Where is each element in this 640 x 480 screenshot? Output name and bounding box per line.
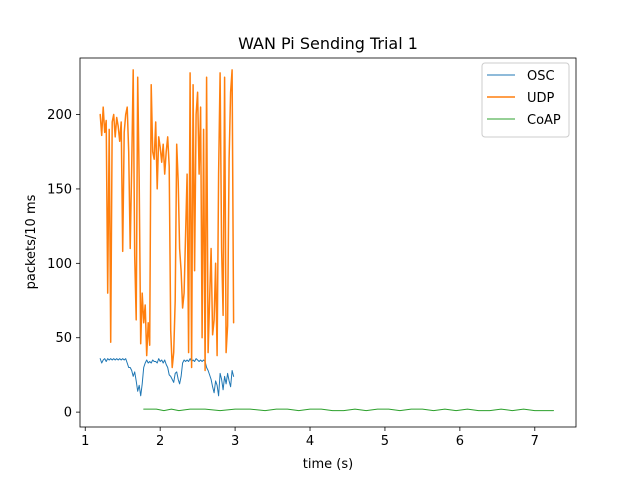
legend: OSC UDP CoAP <box>481 62 570 138</box>
x-tick-label: 6 <box>456 434 464 449</box>
plot-area: 1 2 3 4 5 6 7 0 50 100 150 200 <box>47 69 554 449</box>
y-tick-label: 100 <box>47 257 72 272</box>
series-line-udp <box>99 69 235 372</box>
x-tick-label: 2 <box>156 434 164 449</box>
series-line-coap <box>143 408 554 412</box>
x-tick-label: 7 <box>531 434 539 449</box>
legend-label-udp: UDP <box>527 91 555 106</box>
x-tick-label: 4 <box>306 434 314 449</box>
y-tick-label: 200 <box>47 108 72 123</box>
legend-label-osc: OSC <box>527 69 555 84</box>
x-tick-label: 3 <box>231 434 239 449</box>
x-tick-label: 5 <box>381 434 389 449</box>
y-tick-label: 50 <box>55 331 72 346</box>
axes-frame <box>79 57 577 428</box>
y-axis-label: packets/10 ms <box>24 194 39 289</box>
chart-title: WAN Pi Sending Trial 1 <box>238 34 418 53</box>
y-tick-label: 150 <box>47 182 72 197</box>
y-tick-label: 0 <box>64 406 72 421</box>
legend-label-coap: CoAP <box>527 113 561 128</box>
x-axis-label: time (s) <box>303 457 353 472</box>
x-tick-label: 1 <box>81 434 89 449</box>
series-line-osc <box>99 358 235 397</box>
